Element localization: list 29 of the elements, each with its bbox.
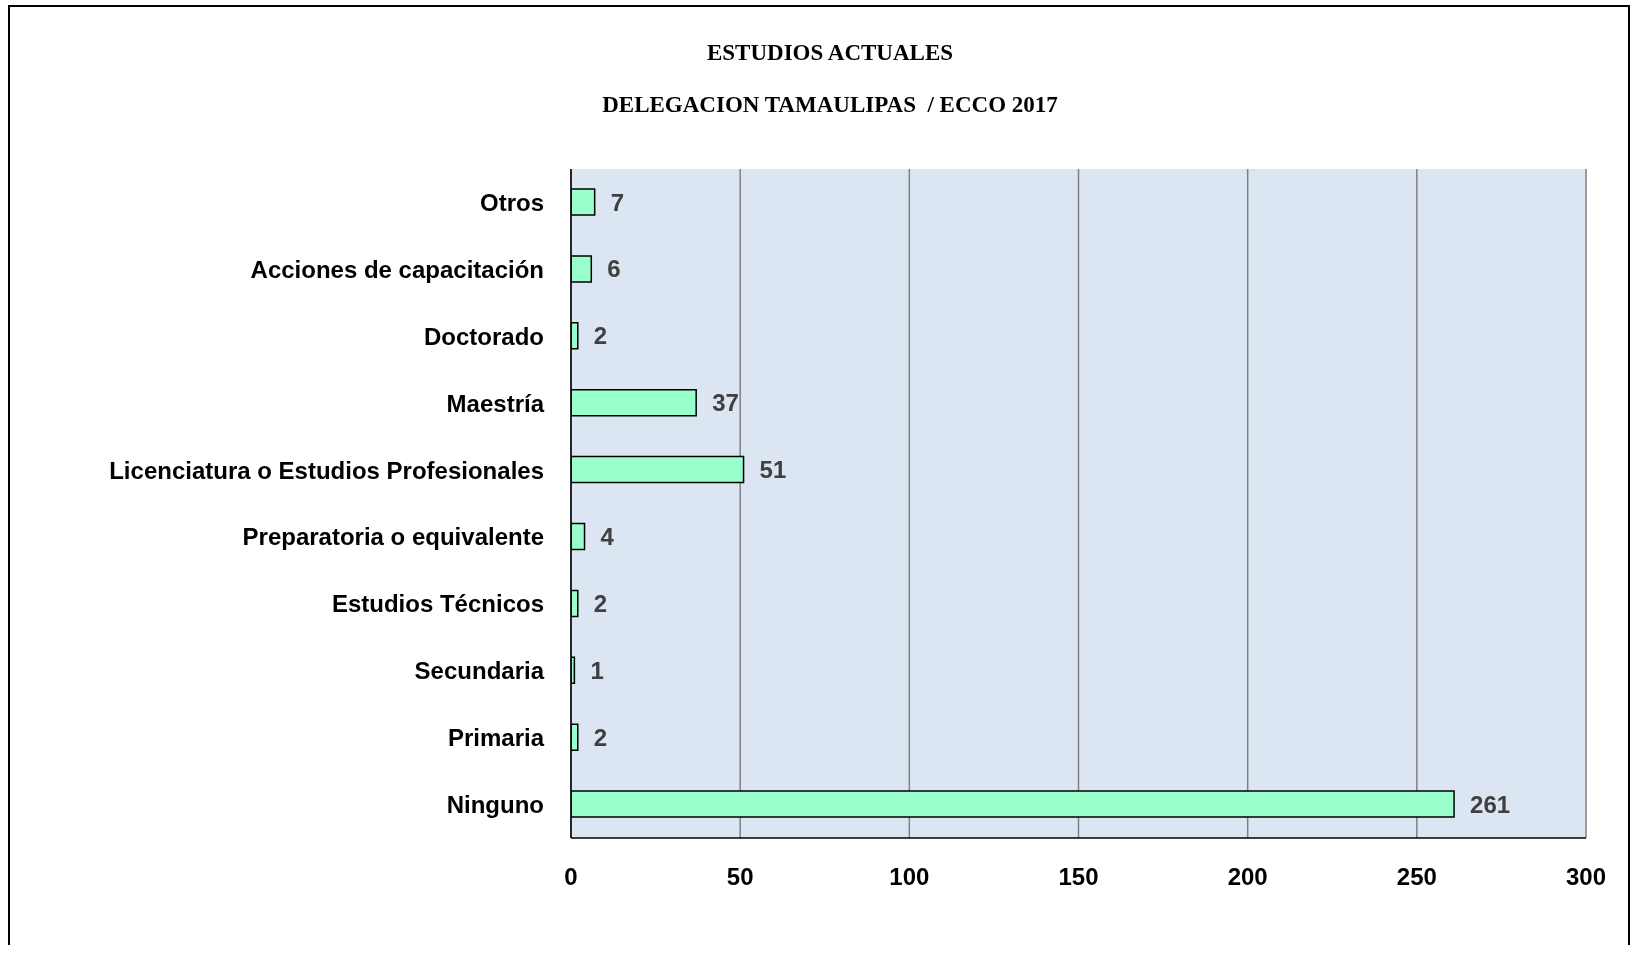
data-label: 6: [607, 255, 621, 283]
y-tick-label: Maestría: [446, 389, 545, 417]
y-tick-label: Estudios Técnicos: [331, 590, 544, 618]
y-tick-label: Secundaria: [414, 657, 545, 685]
y-tick-label: Licenciatura o Estudios Profesionales: [109, 456, 544, 484]
y-tick-label: Preparatoria o equivalente: [242, 523, 544, 551]
x-tick-label: 300: [1565, 863, 1607, 891]
data-label: 2: [593, 723, 608, 751]
data-label: 4: [600, 523, 615, 551]
x-tick-label: 200: [1227, 863, 1268, 891]
data-label: 51: [759, 456, 787, 484]
chart-title: ESTUDIOS ACTUALES: [705, 40, 955, 65]
y-tick-label: Primaria: [447, 724, 545, 752]
x-tick-label: 50: [726, 863, 754, 891]
y-tick-label: Acciones de capacitación: [250, 255, 544, 283]
data-label: 2: [593, 589, 608, 617]
x-tick-label: 250: [1396, 863, 1437, 891]
y-tick-label: Doctorado: [424, 322, 544, 350]
data-label: 2: [593, 322, 608, 350]
y-tick-label: Ninguno: [446, 791, 544, 819]
data-label: 261: [1470, 790, 1511, 818]
x-tick-label: 0: [564, 863, 578, 891]
x-tick-label: 150: [1058, 863, 1099, 891]
y-tick-label: Otros: [479, 188, 544, 216]
data-label: 7: [610, 188, 625, 216]
data-label: 1: [590, 656, 604, 684]
x-tick-label: 100: [889, 863, 930, 891]
chart-subtitle: DELEGACION TAMAULIPAS / ECCO 2017: [601, 92, 1059, 117]
data-label: 37: [712, 389, 739, 417]
